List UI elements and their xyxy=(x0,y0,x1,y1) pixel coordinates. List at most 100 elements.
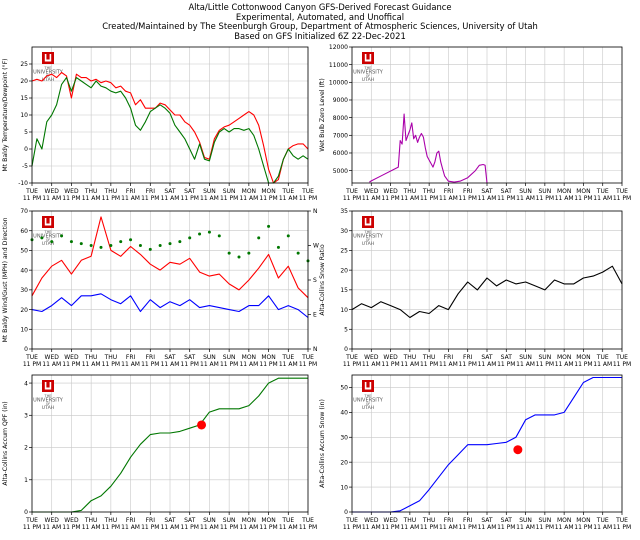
x-tick-time-label: 11 AM xyxy=(239,524,258,531)
logo-text: OF xyxy=(46,402,51,406)
y-tick-label: 20 xyxy=(340,459,348,466)
x-tick-time-label: 11 AM xyxy=(42,195,61,202)
wind-direction-point xyxy=(247,251,251,255)
x-tick-day-label: TUE xyxy=(301,354,314,361)
y-tick-label: 10 xyxy=(20,326,28,333)
x-tick-day-label: TUE xyxy=(596,354,609,361)
series-line-series-1 xyxy=(32,377,308,513)
x-tick-time-label: 11 AM xyxy=(400,361,419,368)
logo-text: UTAH xyxy=(362,241,374,247)
y-tick-label: 15 xyxy=(340,287,348,294)
x-tick-time-label: 11 PM xyxy=(459,524,477,531)
y-axis-label: Mt Baldy Temperature/Dewpoint (°F) xyxy=(1,58,9,171)
x-tick-day-label: SAT xyxy=(501,188,513,195)
x-tick-time-label: 11 PM xyxy=(141,195,159,202)
chart-title-line-1: Alta/Little Cottonwood Canyon GFS-Derive… xyxy=(188,2,452,12)
x-tick-day-label: TUE xyxy=(345,188,358,195)
y-tick-label: 3 xyxy=(24,412,28,419)
x-tick-day-label: SUN xyxy=(519,188,532,195)
logo-text: UTAH xyxy=(362,77,374,83)
y-tick-label: 5 xyxy=(344,326,348,333)
wind-direction-point xyxy=(60,234,64,238)
x-tick-time-label: 11 AM xyxy=(82,361,101,368)
wind-direction-point xyxy=(168,242,172,246)
chart-title-line-3: Created/Maintained by The Steenburgh Gro… xyxy=(102,21,538,32)
y-tick-label: 1 xyxy=(24,477,28,484)
y-tick-label: 40 xyxy=(20,267,28,274)
wind-direction-point xyxy=(50,240,54,244)
wind-direction-point xyxy=(99,245,103,249)
x-tick-day-label: THU xyxy=(104,354,118,361)
x-tick-time-label: 11 AM xyxy=(161,361,180,368)
x-tick-day-label: SAT xyxy=(164,188,176,195)
x-tick-time-label: 11 PM xyxy=(497,361,515,368)
x-tick-time-label: 11 PM xyxy=(459,195,477,202)
x-tick-day-label: SAT xyxy=(481,188,493,195)
x-tick-day-label: WED xyxy=(383,188,398,195)
y-tick-label: 5000 xyxy=(333,168,348,175)
x-tick-day-label: TUE xyxy=(301,517,314,524)
x-tick-day-label: THU xyxy=(84,354,98,361)
y-tick-label: 8000 xyxy=(333,115,348,122)
x-tick-time-label: 11 PM xyxy=(141,524,159,531)
logo-text: UTAH xyxy=(42,405,54,411)
x-tick-time-label: 11 PM xyxy=(613,195,631,202)
x-tick-day-label: THU xyxy=(84,188,98,195)
y-tick-label: 10 xyxy=(340,484,348,491)
x-tick-day-label: THU xyxy=(403,354,417,361)
x-tick-time-label: 11 PM xyxy=(259,361,277,368)
x-tick-day-label: FRI xyxy=(444,517,454,524)
x-tick-time-label: 11 PM xyxy=(102,524,120,531)
chart-title-line-4: Based on GFS Initialized 6Z 22-Dec-2021 xyxy=(234,30,406,41)
x-tick-day-label: SUN xyxy=(223,517,236,524)
x-tick-time-label: 11 AM xyxy=(200,195,219,202)
x-tick-day-label: SAT xyxy=(184,354,196,361)
wind-direction-point xyxy=(129,238,133,242)
x-tick-day-label: FRI xyxy=(463,188,473,195)
logo-text: OF xyxy=(366,74,371,78)
logo-u-center xyxy=(46,54,50,60)
x-tick-day-label: MON xyxy=(261,354,275,361)
x-tick-day-label: SUN xyxy=(539,517,552,524)
wind-direction-point xyxy=(276,245,280,249)
y-tick-label: 25 xyxy=(20,61,28,68)
x-tick-time-label: 11 AM xyxy=(478,361,497,368)
y-tick-label: 10 xyxy=(340,307,348,314)
x-tick-time-label: 11 PM xyxy=(259,195,277,202)
x-tick-time-label: 11 PM xyxy=(23,195,41,202)
x-tick-time-label: 11 AM xyxy=(593,361,612,368)
wind-direction-point xyxy=(267,224,271,228)
x-tick-day-label: FRI xyxy=(146,517,156,524)
y-tick-label: 30 xyxy=(340,228,348,235)
x-tick-day-label: SUN xyxy=(203,188,216,195)
x-tick-time-label: 11 PM xyxy=(62,361,80,368)
x-tick-day-label: THU xyxy=(422,517,436,524)
x-tick-time-label: 11 AM xyxy=(516,524,535,531)
x-tick-day-label: THU xyxy=(422,354,436,361)
x-tick-day-label: MON xyxy=(576,517,590,524)
x-tick-day-label: FRI xyxy=(126,517,136,524)
y2-tick-label: N xyxy=(313,208,318,215)
x-tick-day-label: SAT xyxy=(184,188,196,195)
logo-text: UNIVERSITY xyxy=(33,234,64,240)
x-tick-day-label: SUN xyxy=(223,354,236,361)
x-tick-time-label: 11 AM xyxy=(362,524,381,531)
y-tick-label: 0 xyxy=(24,346,28,353)
x-tick-time-label: 11 PM xyxy=(574,195,592,202)
x-tick-time-label: 11 PM xyxy=(220,361,238,368)
y2-tick-label: S xyxy=(313,277,317,284)
x-tick-time-label: 11 PM xyxy=(420,524,438,531)
x-tick-time-label: 11 AM xyxy=(121,524,140,531)
x-tick-day-label: WED xyxy=(364,517,379,524)
x-tick-time-label: 11 AM xyxy=(239,195,258,202)
observation-marker xyxy=(513,445,523,455)
x-tick-time-label: 11 PM xyxy=(141,361,159,368)
x-tick-day-label: TUE xyxy=(345,517,358,524)
x-tick-day-label: MON xyxy=(557,354,571,361)
y-tick-label: 7000 xyxy=(333,133,348,140)
logo-u-center xyxy=(46,382,50,388)
